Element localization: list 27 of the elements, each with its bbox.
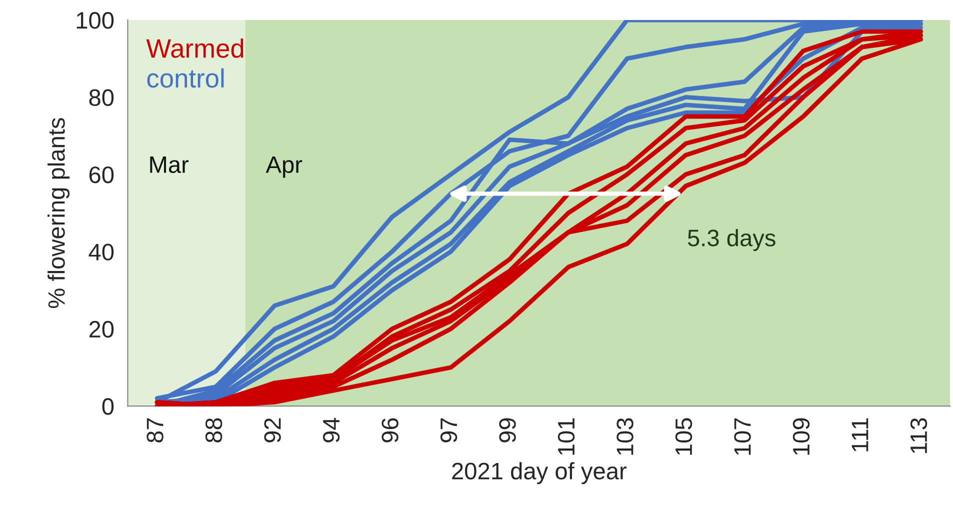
band-label: Mar: [150, 156, 189, 174]
text: control: [147, 68, 224, 88]
x-axis-title: 2021 day of year: [452, 462, 626, 484]
annotation: 5.3 days: [688, 229, 776, 252]
text: Warmed: [146, 38, 244, 58]
x-tick-label: 103: [616, 418, 634, 455]
x-tick-label: 94: [322, 418, 340, 442]
x-tick-label: 105: [675, 418, 692, 455]
x-tick-label: 99: [499, 418, 516, 442]
y-tick-label: 60: [89, 166, 114, 184]
y-tick-label: 80: [89, 89, 114, 106]
x-tick-label: 111: [852, 418, 868, 452]
y-tick-label: 100: [76, 12, 114, 29]
y-axis-title: % flowering plants: [48, 118, 70, 308]
x-tick-label: 87: [146, 418, 164, 442]
x-tick-label: 88: [205, 418, 222, 442]
x-tick-label: 113: [910, 418, 928, 454]
y-tick-label: 40: [88, 244, 114, 260]
x-tick-label: 107: [734, 418, 751, 455]
x-tick-label: 92: [264, 418, 281, 442]
x-tick-label: 101: [558, 418, 575, 455]
y-tick-label: 0: [102, 398, 114, 415]
x-tick-label: 96: [382, 418, 398, 442]
x-tick-label: 97: [440, 418, 458, 442]
x-tick-label: 109: [792, 418, 810, 455]
band-label: Apr: [266, 156, 302, 178]
y-tick-label: 20: [89, 320, 114, 338]
